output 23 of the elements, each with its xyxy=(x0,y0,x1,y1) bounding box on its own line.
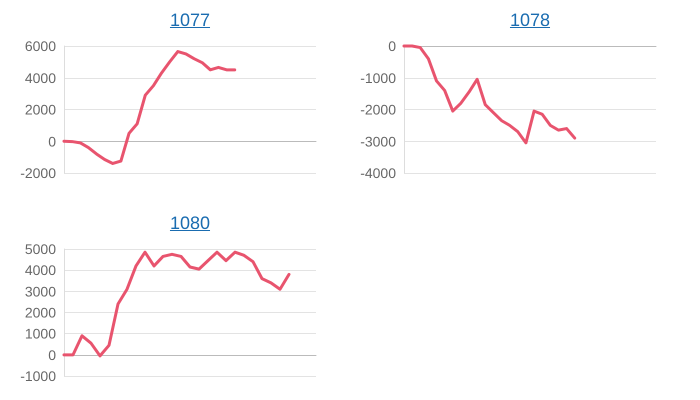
y-tick-label: -2000 xyxy=(360,102,396,118)
chart-title: 1077 xyxy=(168,10,212,31)
chart-title: 1080 xyxy=(168,213,212,234)
y-tick-label: -3000 xyxy=(360,133,396,150)
y-tick-label: -2000 xyxy=(20,165,56,181)
y-tick-label: 0 xyxy=(48,133,56,150)
y-tick-label: 2000 xyxy=(24,102,56,118)
y-tick-label: 1000 xyxy=(24,326,56,342)
y-tick-label: 0 xyxy=(388,38,396,54)
line-series xyxy=(402,44,576,144)
y-tick-label: 3000 xyxy=(24,283,56,300)
line-series xyxy=(62,50,236,165)
y-tick-label: 4000 xyxy=(24,70,56,86)
chart-title: 1078 xyxy=(508,10,552,31)
y-tick-label: -1000 xyxy=(20,368,56,384)
y-tick-label: 6000 xyxy=(24,38,56,54)
y-tick-label: 0 xyxy=(48,346,56,363)
y-tick-label: -4000 xyxy=(360,165,396,181)
y-tick-label: 5000 xyxy=(24,241,56,257)
line-series xyxy=(62,250,290,358)
y-tick-label: 4000 xyxy=(24,262,56,278)
y-tick-label: -1000 xyxy=(360,70,396,86)
y-tick-label: 2000 xyxy=(24,304,56,320)
